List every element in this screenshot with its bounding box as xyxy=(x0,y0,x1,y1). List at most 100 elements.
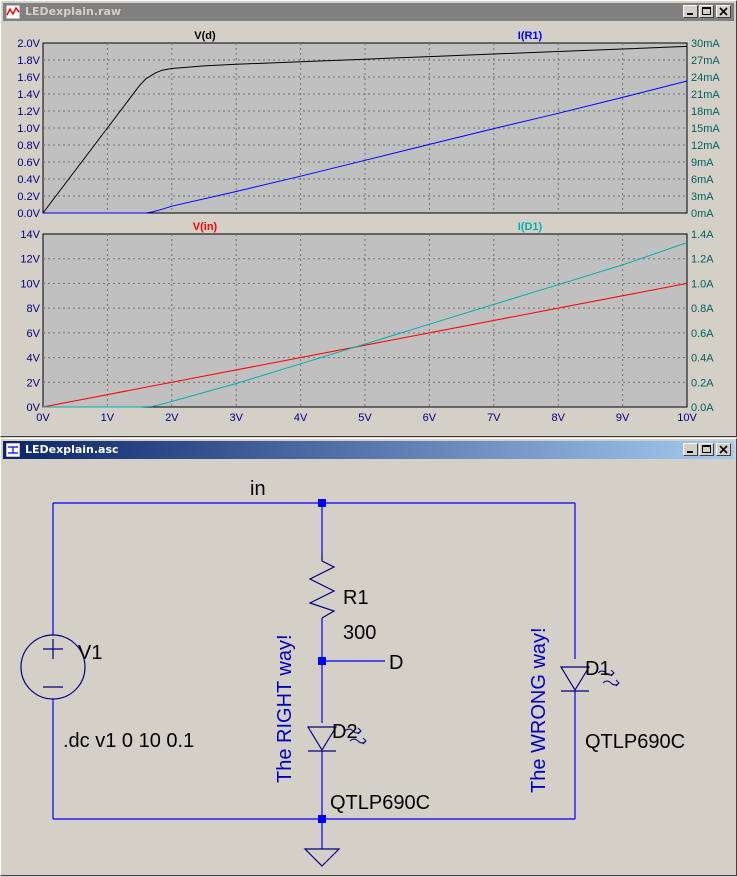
d1-light-emission-icon xyxy=(597,669,620,687)
left-axis-tick-label: 2V xyxy=(27,377,41,389)
x-axis-tick-label: 2V xyxy=(165,412,179,424)
minimize-icon xyxy=(687,451,693,453)
right-axis-tick-label: 9mA xyxy=(691,157,714,169)
minimize-icon xyxy=(687,13,693,15)
trace-ir1[interactable] xyxy=(43,80,688,214)
d1-name: D1 xyxy=(585,658,611,680)
junctions xyxy=(318,499,326,823)
right-axis-tick-label: 6mA xyxy=(691,174,714,186)
trace-label-vin[interactable]: V(in) xyxy=(193,221,218,233)
plot-window-titlebar[interactable]: LEDexplain.raw xyxy=(3,3,734,21)
close-icon xyxy=(719,445,728,454)
left-axis-tick-label: 4V xyxy=(27,353,41,365)
v1-directive: .dc v1 0 10 0.1 xyxy=(63,730,194,752)
junction-bottom xyxy=(318,815,326,823)
trace-vd[interactable] xyxy=(42,45,688,214)
x-axis-tick-label: 7V xyxy=(487,412,501,424)
x-axis-tick-label: 9V xyxy=(616,412,630,424)
right-axis-tick-label: 15mA xyxy=(691,123,720,135)
left-axis-tick-label: 8V xyxy=(27,303,41,315)
d2-model: QTLP690C xyxy=(330,792,430,814)
right-axis-tick-label: 27mA xyxy=(691,55,720,67)
right-axis-tick-label: 0.8A xyxy=(691,303,714,315)
d2-name: D2 xyxy=(332,721,358,743)
left-axis-tick-label: 1.0V xyxy=(17,123,40,135)
d2-light-emission-icon xyxy=(344,727,367,745)
schematic-app-icon xyxy=(6,443,20,457)
x-axis-tick-label: 6V xyxy=(423,412,437,424)
d1-diode[interactable] xyxy=(559,666,591,692)
right-axis-tick-label: 1.0A xyxy=(691,278,714,290)
trace-label-ir1[interactable]: I(R1) xyxy=(518,30,543,42)
schematic-drawing[interactable]: in D V1 .dc v1 0 10 0.1 R1 300 D2 QTLP69… xyxy=(5,461,734,873)
v1-source[interactable] xyxy=(20,634,86,700)
trace-label-vd[interactable]: V(d) xyxy=(194,30,216,42)
left-axis-tick-label: 0.4V xyxy=(17,174,40,186)
right-axis-tick-label: 3mA xyxy=(691,191,714,203)
left-axis-tick-label: 2.0V xyxy=(17,38,40,50)
r1-value: 300 xyxy=(343,622,376,644)
left-axis-tick-label: 0V xyxy=(27,402,41,414)
schematic-window: LEDexplain.asc xyxy=(0,438,737,876)
plot-window-title: LEDexplain.raw xyxy=(25,5,122,18)
left-axis-tick-label: 6V xyxy=(27,328,41,340)
net-label-in: in xyxy=(250,478,266,500)
left-axis-tick-label: 1.6V xyxy=(17,72,40,84)
maximize-button[interactable] xyxy=(699,443,714,456)
trace-id1[interactable] xyxy=(43,242,688,408)
junction-top xyxy=(318,499,326,507)
junction-d xyxy=(318,657,326,665)
left-axis-tick-label: 1.8V xyxy=(17,55,40,67)
waveform-plots[interactable]: 0.0V 0.2V 0.4V 0.6V 0.8V 1.0V 1.2V 1.4V 1.6V 1.8V… xyxy=(5,23,734,434)
right-axis-tick-label: 18mA xyxy=(691,106,720,118)
d1-model: QTLP690C xyxy=(585,731,685,753)
comment-right-way: The RIGHT way! xyxy=(274,634,296,783)
left-axis-tick-label: 12V xyxy=(20,254,40,266)
close-button[interactable] xyxy=(716,5,731,18)
left-axis-tick-label: 1.4V xyxy=(17,89,40,101)
schematic-canvas[interactable]: in D V1 .dc v1 0 10 0.1 R1 300 D2 QTLP69… xyxy=(5,461,732,873)
v1-name: V1 xyxy=(78,642,102,664)
x-axis-tick-label: 10V xyxy=(677,412,697,424)
x-axis-tick-label: 1V xyxy=(101,412,115,424)
right-axis-tick-label: 0.6A xyxy=(691,328,714,340)
close-button[interactable] xyxy=(716,443,731,456)
left-axis-tick-label: 0.2V xyxy=(17,191,40,203)
ground-symbol[interactable] xyxy=(303,848,341,867)
comment-wrong-way: The WRONG way! xyxy=(528,627,550,793)
schematic-window-title: LEDexplain.asc xyxy=(25,443,119,456)
maximize-button[interactable] xyxy=(699,5,714,18)
plot-area[interactable]: 0.0V 0.2V 0.4V 0.6V 0.8V 1.0V 1.2V 1.4V 1.6V 1.8V… xyxy=(5,23,732,434)
right-axis-tick-label: 0mA xyxy=(691,208,714,220)
right-axis-tick-label: 0.4A xyxy=(691,353,714,365)
left-axis-tick-label: 0.6V xyxy=(17,157,40,169)
close-icon xyxy=(719,7,728,16)
left-axis-tick-label: 1.2V xyxy=(17,106,40,118)
left-axis-tick-label: 0.8V xyxy=(17,140,40,152)
net-label-d: D xyxy=(389,652,403,674)
maximize-icon xyxy=(702,7,711,15)
minimize-button[interactable] xyxy=(683,443,698,456)
trace-label-id1[interactable]: I(D1) xyxy=(518,221,543,233)
r1-name: R1 xyxy=(343,587,369,609)
r1-resistor[interactable] xyxy=(308,553,336,619)
wires[interactable] xyxy=(52,502,576,849)
right-axis-tick-label: 21mA xyxy=(691,89,720,101)
maximize-icon xyxy=(702,445,711,453)
right-axis-tick-label: 1.4A xyxy=(691,229,714,241)
plot-window: LEDexplain.raw 0.0V 0.2V 0.4V 0.6V 0.8V 1.0V 1… xyxy=(0,0,737,437)
trace-vin[interactable] xyxy=(42,282,688,408)
right-axis-tick-label: 1.2A xyxy=(691,254,714,266)
right-axis-tick-label: 30mA xyxy=(691,38,720,50)
x-axis-tick-label: 8V xyxy=(551,412,565,424)
left-axis-tick-label: 14V xyxy=(20,229,40,241)
right-axis-tick-label: 0.0A xyxy=(691,402,714,414)
schematic-window-titlebar[interactable]: LEDexplain.asc xyxy=(3,441,734,459)
minimize-button[interactable] xyxy=(683,5,698,18)
x-axis-tick-label: 3V xyxy=(229,412,243,424)
d2-diode[interactable] xyxy=(306,726,338,752)
x-axis-tick-label: 4V xyxy=(294,412,308,424)
x-axis-tick-label: 5V xyxy=(358,412,372,424)
right-axis-tick-label: 0.2A xyxy=(691,377,714,389)
left-axis-tick-label: 0.0V xyxy=(17,208,40,220)
